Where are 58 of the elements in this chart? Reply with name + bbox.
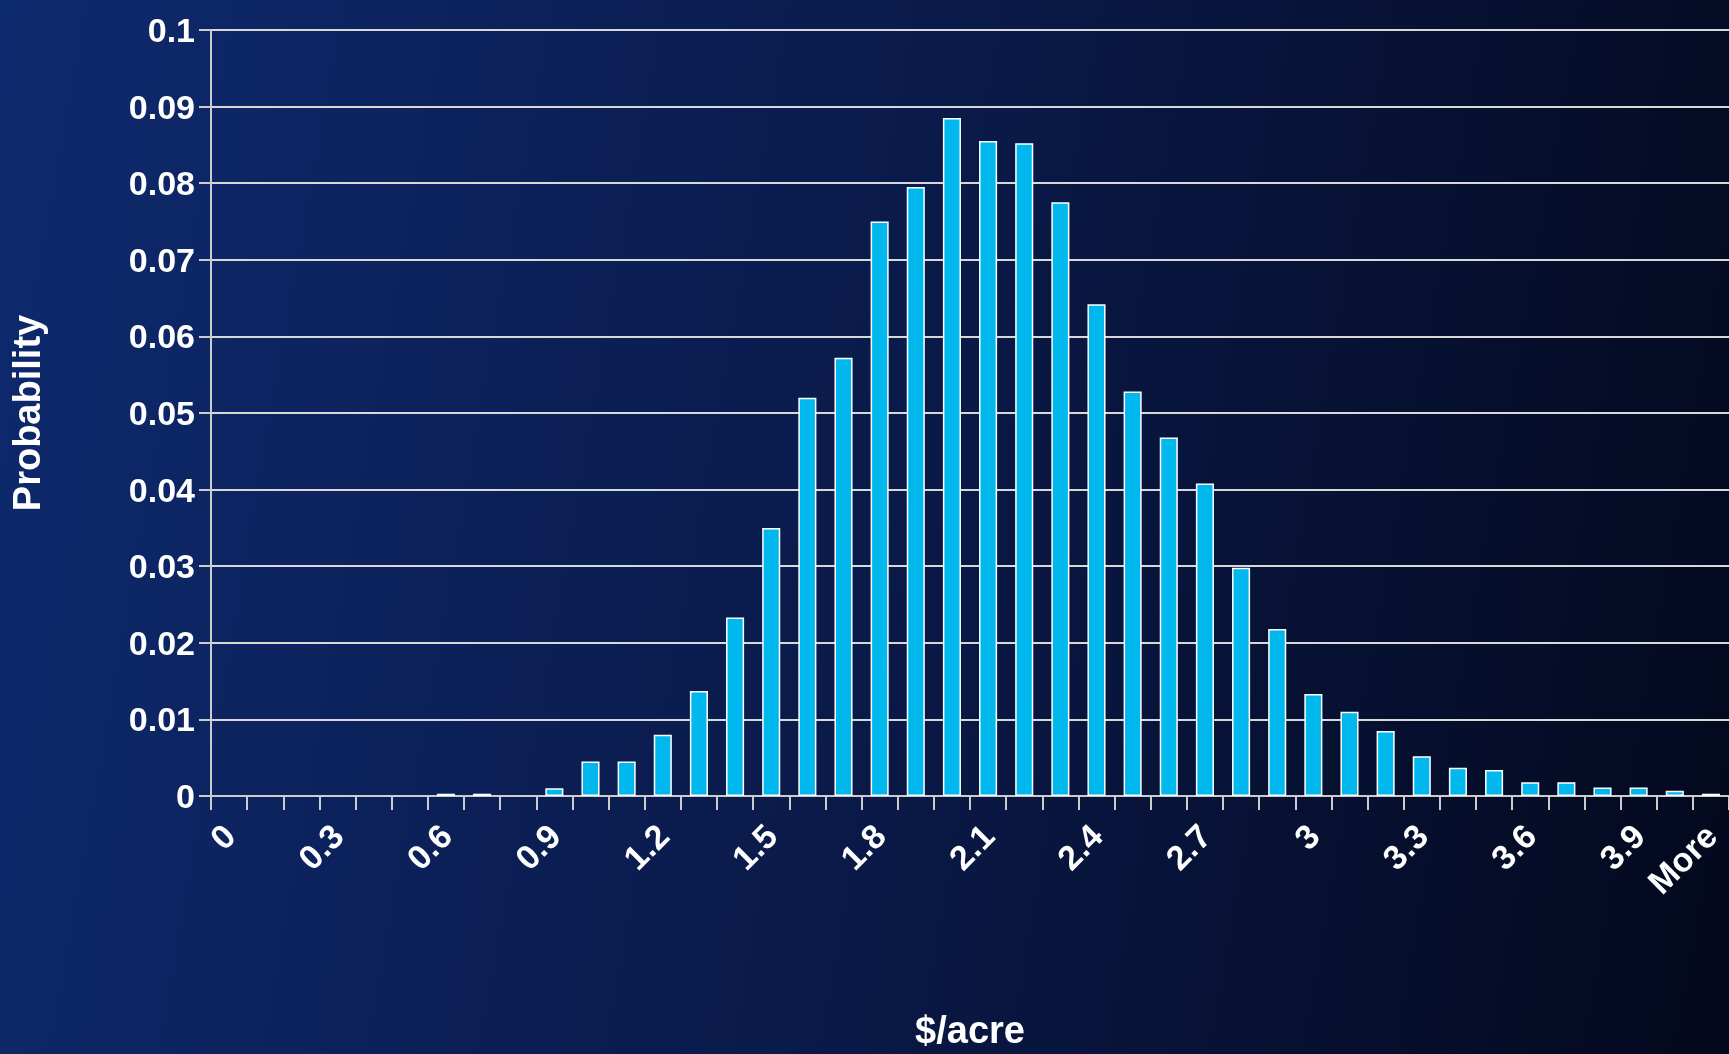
y-tick-label: 0 — [176, 777, 195, 815]
y-axis-title: Probability — [6, 314, 48, 512]
x-tick-label: 0.9 — [507, 816, 568, 877]
x-tick-label: 3 — [1286, 816, 1327, 857]
bar — [617, 761, 636, 796]
bar — [726, 617, 745, 796]
x-tick-label: 0 — [202, 816, 243, 857]
bar — [906, 187, 925, 796]
y-tick-label: 0.05 — [128, 394, 195, 432]
bar — [979, 141, 998, 796]
y-tick-label: 0.1 — [147, 11, 195, 49]
y-tick-label: 0.03 — [128, 547, 195, 586]
y-tick-label: 0.04 — [128, 470, 196, 509]
bar — [1304, 694, 1323, 796]
bar — [1412, 756, 1431, 796]
bar — [1015, 143, 1034, 796]
bar — [1340, 711, 1359, 796]
bar — [942, 118, 961, 796]
bar — [1376, 730, 1395, 796]
bar — [653, 734, 672, 796]
bar — [689, 691, 708, 796]
bar — [1159, 437, 1178, 796]
bar — [1123, 391, 1142, 796]
bar — [1485, 769, 1504, 796]
x-axis-title: $/acre — [915, 1009, 1025, 1051]
x-tick-label: 3.3 — [1374, 816, 1436, 877]
bar — [1593, 787, 1612, 796]
bar — [1087, 304, 1106, 796]
x-tick-label: 1.8 — [832, 816, 894, 877]
y-tick-label: 0.09 — [128, 87, 195, 126]
bar — [1268, 629, 1287, 796]
bar — [1665, 790, 1684, 796]
x-tick-label: 2.1 — [941, 816, 1002, 877]
y-tick-label: 0.02 — [128, 623, 195, 662]
bar — [1195, 483, 1214, 796]
bar — [1232, 567, 1251, 796]
y-tick-label: 0.08 — [128, 164, 195, 203]
bar — [1557, 782, 1576, 796]
bar — [545, 788, 564, 796]
bar — [1448, 767, 1467, 796]
bar — [762, 527, 781, 796]
y-tick-label: 0.06 — [128, 317, 195, 356]
bar — [870, 221, 889, 796]
y-tick-label: 0.01 — [128, 700, 195, 739]
bar — [1051, 202, 1070, 796]
x-tick-label: 1.2 — [615, 816, 677, 877]
bar — [581, 761, 600, 796]
x-tick-label: 2.7 — [1158, 816, 1219, 877]
bar — [834, 357, 853, 796]
y-tick-label: 0.07 — [128, 240, 195, 279]
x-tick-label: 0.3 — [290, 816, 351, 877]
x-tick-label: 1.5 — [724, 816, 785, 877]
x-tick-label: 2.4 — [1049, 816, 1110, 877]
x-tick-label: 0.6 — [399, 816, 460, 877]
bar — [1521, 782, 1540, 796]
bar — [798, 397, 817, 796]
bar — [1629, 787, 1648, 796]
x-tick-label: 3.6 — [1483, 816, 1544, 877]
